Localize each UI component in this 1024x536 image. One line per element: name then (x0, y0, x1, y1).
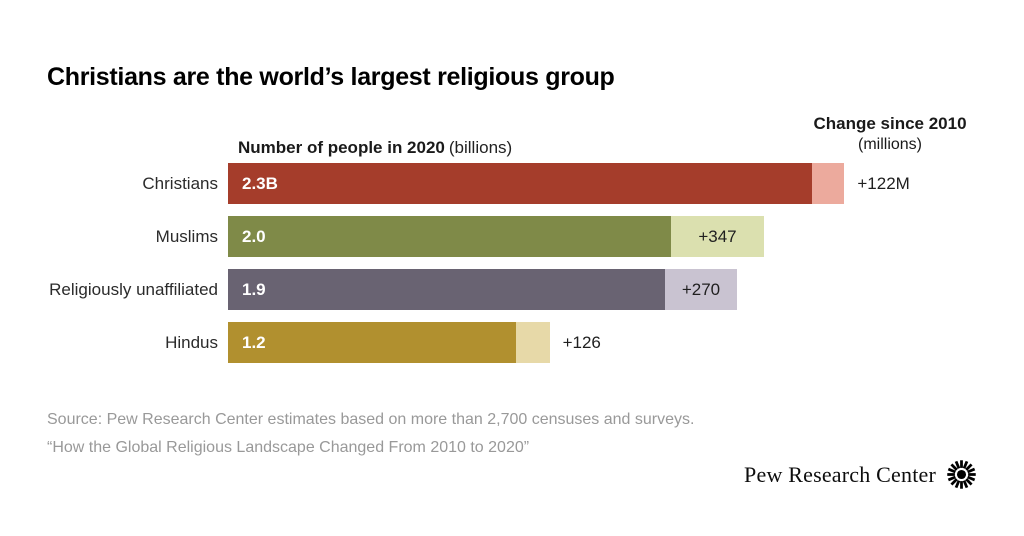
bar-segment-change (811, 163, 845, 204)
column-header-people-2020: Number of people in 2020 (billions) (238, 138, 512, 158)
column-header-change-2010-bold: Change since 2010 (813, 114, 967, 133)
chart-title: Christians are the world’s largest relig… (47, 63, 615, 91)
source-note: Source: Pew Research Center estimates ba… (47, 406, 694, 462)
bar-value-label: 1.2 (242, 332, 266, 352)
bar-segment-change: +270 (664, 269, 738, 310)
source-line-1: Source: Pew Research Center estimates ba… (47, 411, 695, 428)
column-header-change-2010-note: (millions) (858, 136, 922, 153)
change-value-label: +347 (698, 226, 737, 246)
change-value-label: +270 (681, 279, 721, 299)
change-value-label: +126 (562, 332, 601, 352)
bar-row-christians: Christians 2.3B +122M (47, 163, 1007, 204)
bar-row-religiously-unaffiliated: Religiously unaffiliated 1.9 +270 (47, 269, 1007, 310)
bar-segment-change (515, 322, 550, 363)
pew-wordmark: Pew Research Center (744, 461, 936, 487)
bar-segment-2010: 1.2 (228, 322, 516, 363)
bar-value-label: 1.9 (242, 279, 266, 299)
column-header-change-2010: Change since 2010 (millions) (792, 114, 988, 154)
column-header-people-2020-note: (billions) (448, 138, 513, 157)
pew-sunburst-icon (947, 460, 976, 489)
bar-row-muslims: Muslims 2.0 +347 (47, 216, 1007, 257)
bar-segment-2010: 2.3B (228, 163, 812, 204)
category-label: Christians (142, 173, 218, 193)
bar-segment-2010: 1.9 (228, 269, 665, 310)
pew-branding: Pew Research Center (744, 458, 978, 491)
category-label: Hindus (165, 332, 218, 352)
change-value-label: +122M (857, 173, 910, 193)
category-label: Muslims (155, 226, 218, 246)
bar-value-label: 2.3B (242, 173, 278, 193)
bar-row-hindus: Hindus 1.2 +126 (47, 322, 1007, 363)
bar-segment-2010: 2.0 (228, 216, 671, 257)
bar-value-label: 2.0 (242, 226, 266, 246)
source-line-2: “How the Global Religious Landscape Chan… (47, 439, 530, 456)
bar-rows: Christians 2.3B +122M Muslims 2.0 +347 Religio… (47, 163, 1007, 375)
bar-segment-change: +347 (671, 216, 764, 257)
column-header-people-2020-bold: Number of people in 2020 (238, 138, 445, 157)
category-label: Religiously unaffiliated (49, 279, 218, 299)
